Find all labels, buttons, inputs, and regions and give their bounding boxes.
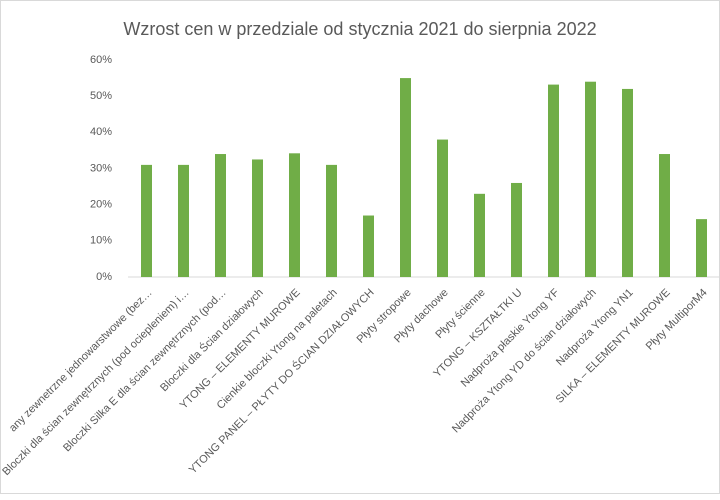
y-tick-label: 50%: [90, 90, 112, 102]
y-tick-label: 60%: [90, 54, 112, 66]
y-tick-label: 40%: [90, 126, 112, 138]
y-tick-label: 30%: [90, 162, 112, 174]
bar: [622, 88, 633, 277]
chart-title: Wzrost cen w przedziale od stycznia 2021…: [123, 19, 596, 39]
bar: [585, 81, 596, 277]
y-tick-label: 0%: [96, 271, 112, 283]
bar: [437, 139, 448, 277]
bar: [400, 78, 411, 277]
bar: [178, 164, 189, 277]
bar: [548, 84, 559, 278]
bar: [252, 159, 263, 277]
bar: [511, 182, 522, 277]
bar: [363, 215, 374, 277]
bar: [141, 164, 152, 277]
bar: [215, 154, 226, 277]
bar: [474, 193, 485, 277]
bar: [696, 219, 707, 277]
y-tick-label: 10%: [90, 235, 112, 247]
bar: [326, 164, 337, 277]
bar: [659, 154, 670, 277]
bar: [289, 153, 300, 277]
y-tick-label: 20%: [90, 199, 112, 211]
